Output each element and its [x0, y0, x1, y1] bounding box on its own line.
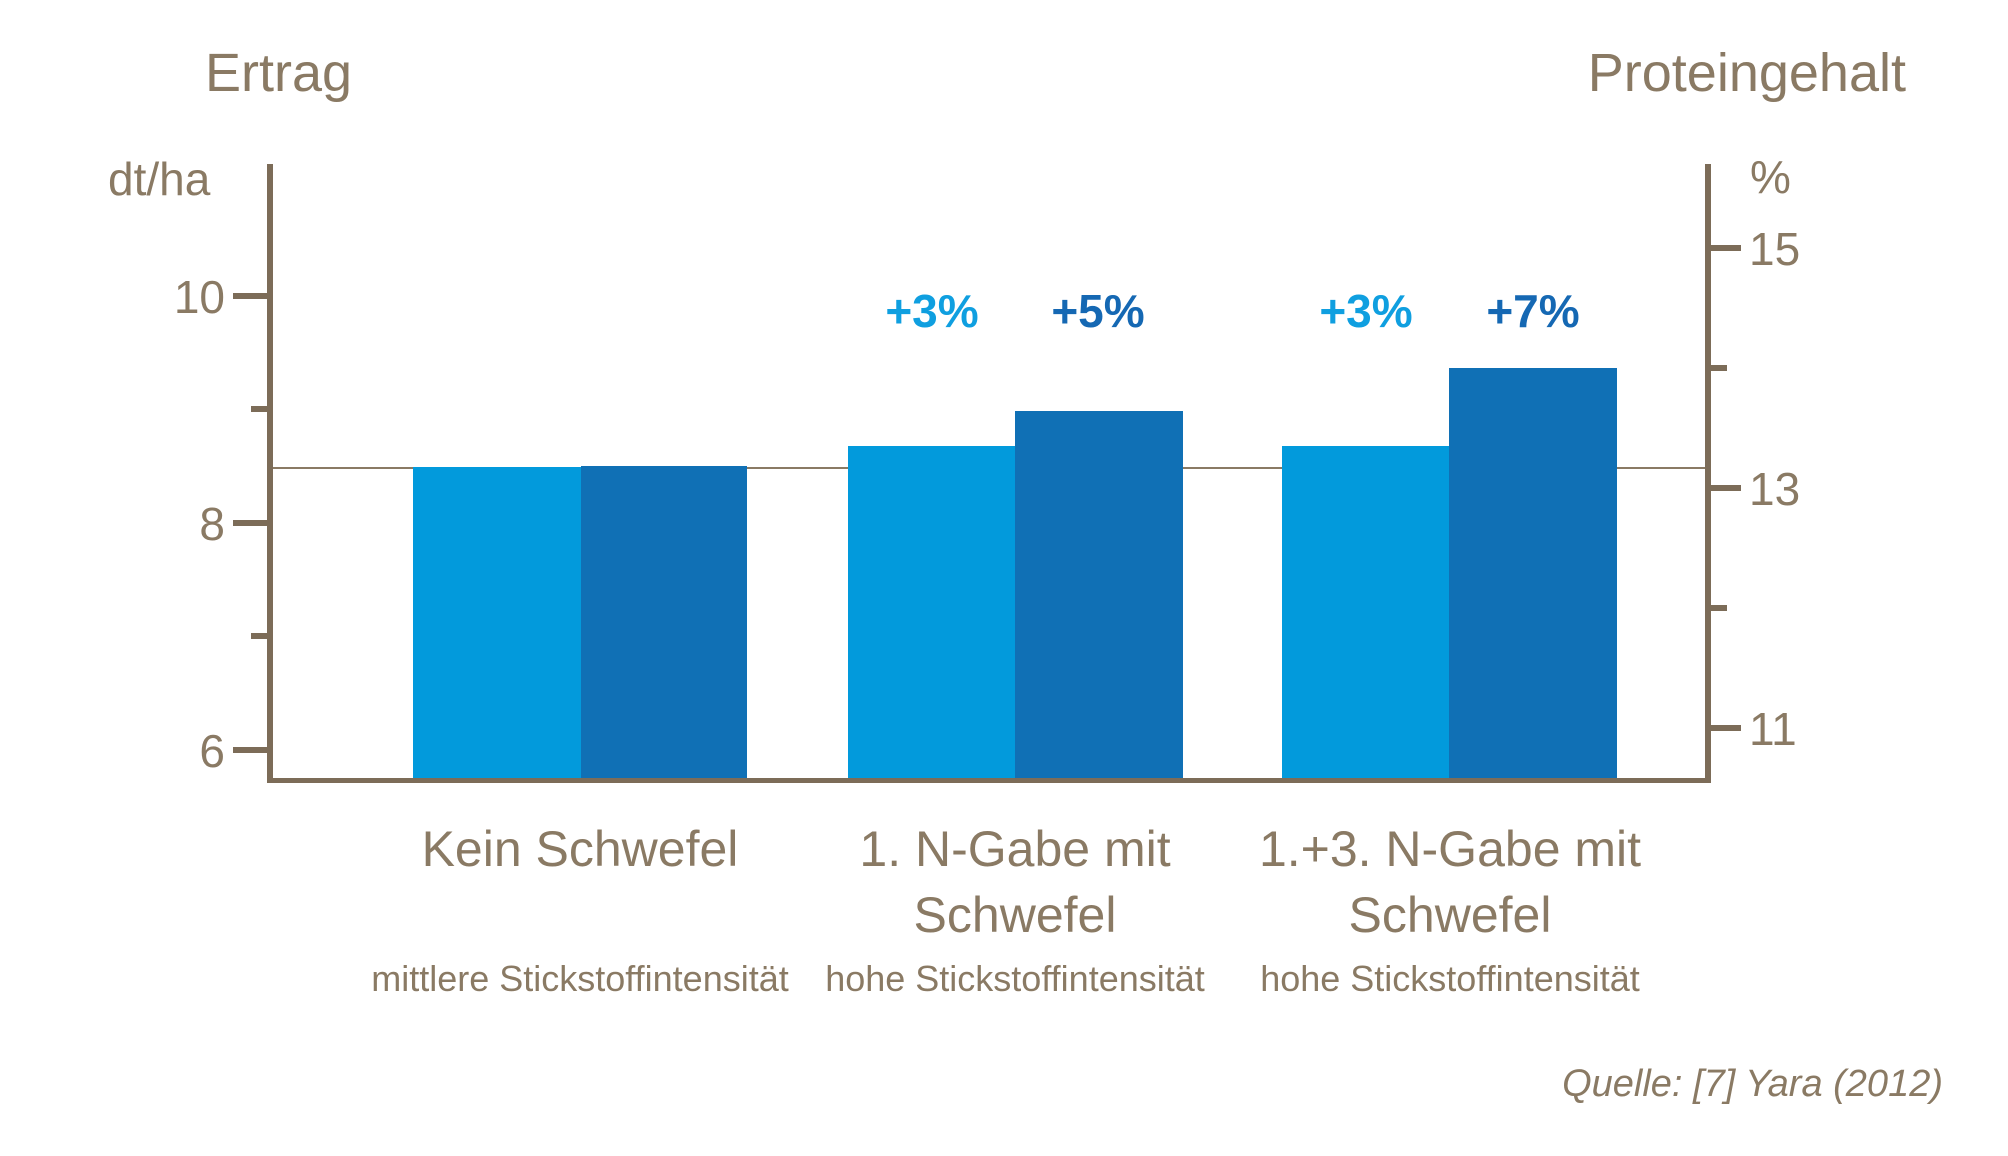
category-subtitle-2: hohe Stickstoffintensität [825, 958, 1205, 999]
left-axis-major-tick [233, 520, 267, 526]
category-label-line: 1.+3. N-Gabe mit [1258, 821, 1642, 877]
bar-proteingehalt-group2 [1015, 411, 1183, 780]
left-axis-tick-label: 10 [173, 271, 225, 323]
right-axis-minor-tick [1711, 605, 1727, 611]
right-axis-line [1705, 164, 1711, 783]
right-axis-unit-label: % [1750, 151, 1791, 203]
category-label-line: 1. N-Gabe mit [859, 821, 1171, 877]
right-axis-major-tick [1711, 725, 1741, 731]
right-axis-major-tick [1711, 485, 1741, 491]
left-axis-title: Ertrag [205, 43, 353, 103]
category-subtitle-3: hohe Stickstoffintensität [1260, 958, 1640, 999]
annotation-ertrag-group3: +3% [1319, 285, 1413, 337]
category-label-line: Schwefel [913, 887, 1117, 943]
left-axis-tick-label: 8 [199, 498, 225, 550]
left-axis-minor-tick [251, 406, 267, 412]
left-axis-major-tick [233, 747, 267, 753]
bar-ertrag-group3 [1282, 446, 1449, 780]
x-axis-line [267, 778, 1711, 783]
bar-proteingehalt-group3 [1449, 368, 1617, 780]
right-axis-tick-label: 13 [1749, 463, 1801, 515]
right-axis-tick-label: 15 [1749, 223, 1801, 275]
bar-ertrag-group1 [413, 467, 581, 780]
category-label-line: Schwefel [1348, 887, 1552, 943]
right-axis-minor-tick [1711, 365, 1727, 371]
category-label-1: Kein Schwefel [270, 816, 890, 882]
annotation-proteingehalt-group3: +7% [1486, 285, 1580, 337]
category-subtitle-1: mittlere Stickstoffintensität [371, 958, 789, 999]
source-citation: Quelle: [7] Yara (2012) [1562, 1063, 1943, 1105]
bar-proteingehalt-group1 [581, 466, 747, 780]
right-axis-tick-label: 11 [1749, 703, 1797, 755]
annotation-proteingehalt-group2: +5% [1051, 285, 1145, 337]
category-label-line: Kein Schwefel [421, 821, 739, 877]
left-axis-line [267, 164, 273, 783]
left-axis-minor-tick [251, 633, 267, 639]
left-axis-unit-label: dt/ha [108, 153, 211, 205]
left-axis-major-tick [233, 293, 267, 299]
category-label-2: 1. N-Gabe mit Schwefel [705, 816, 1325, 948]
left-axis-tick-label: 6 [199, 725, 225, 777]
right-axis-major-tick [1711, 245, 1741, 251]
category-label-3: 1.+3. N-Gabe mit Schwefel [1140, 816, 1760, 948]
right-axis-title: Proteingehalt [1587, 43, 1906, 103]
bar-ertrag-group2 [848, 446, 1015, 780]
annotation-ertrag-group2: +3% [885, 285, 979, 337]
